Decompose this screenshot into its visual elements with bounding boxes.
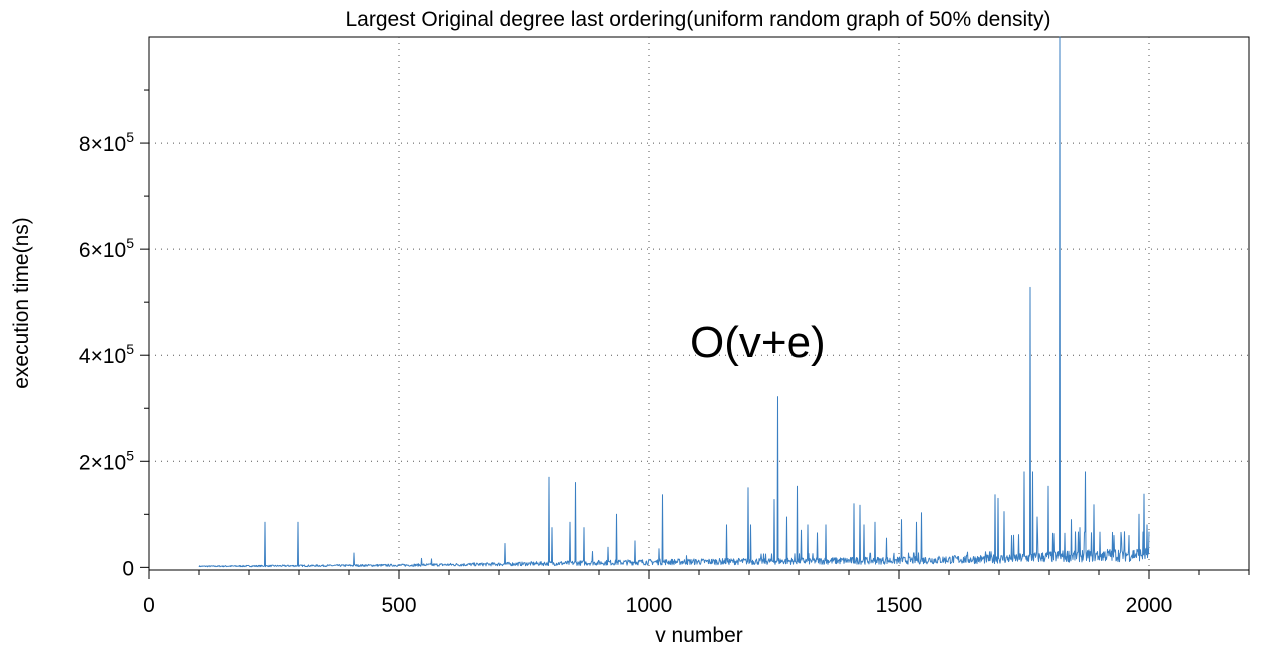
series-line-0 xyxy=(198,36,1150,568)
y-tick-label-2: 4×105 xyxy=(79,341,134,368)
x-tick-label-1: 500 xyxy=(381,594,416,617)
y-tick-label-4: 8×105 xyxy=(79,129,134,156)
plot-frame xyxy=(148,36,1250,571)
x-tick-label-3: 1500 xyxy=(876,594,923,617)
y-axis-label: execution time(ns) xyxy=(10,217,33,389)
complexity-annotation: O(v+e) xyxy=(690,318,826,367)
x-tick-label-4: 2000 xyxy=(1126,594,1173,617)
y-tick-label-1: 2×105 xyxy=(79,447,134,474)
x-tick-label-0: 0 xyxy=(143,594,155,617)
y-tick-label-3: 6×105 xyxy=(79,235,134,262)
y-tick-label-0: 0 xyxy=(122,557,134,580)
x-axis-label: v number xyxy=(655,624,743,647)
x-tick-label-2: 1000 xyxy=(626,594,673,617)
chart-title: Largest Original degree last ordering(un… xyxy=(345,8,1051,31)
